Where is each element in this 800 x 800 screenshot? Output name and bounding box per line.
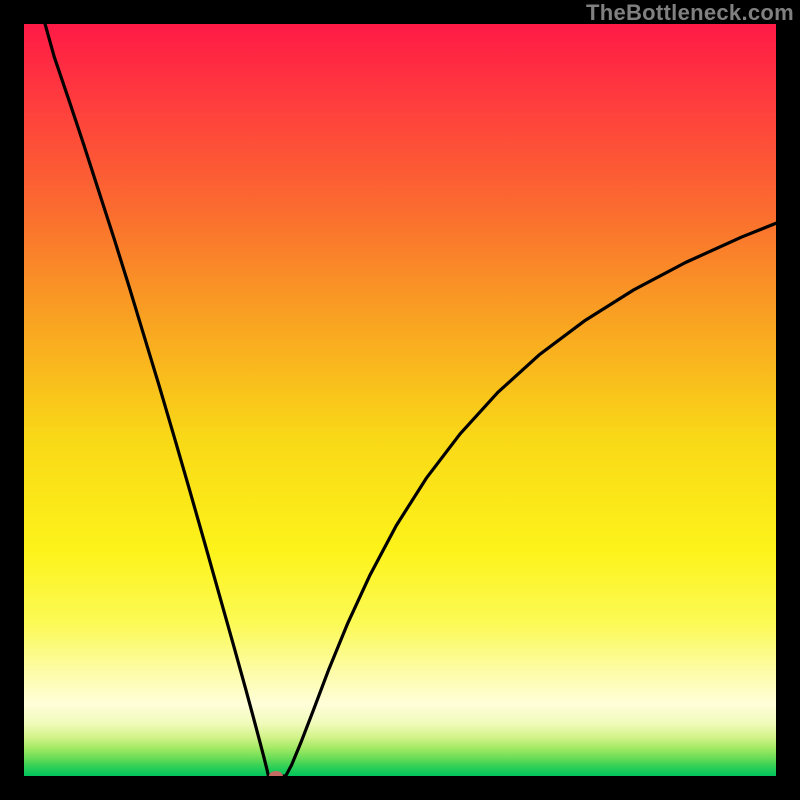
plot-svg xyxy=(24,24,776,776)
chart-frame: TheBottleneck.com xyxy=(0,0,800,800)
gradient-background xyxy=(24,24,776,776)
watermark-text: TheBottleneck.com xyxy=(586,0,794,26)
plot-area xyxy=(24,24,776,776)
